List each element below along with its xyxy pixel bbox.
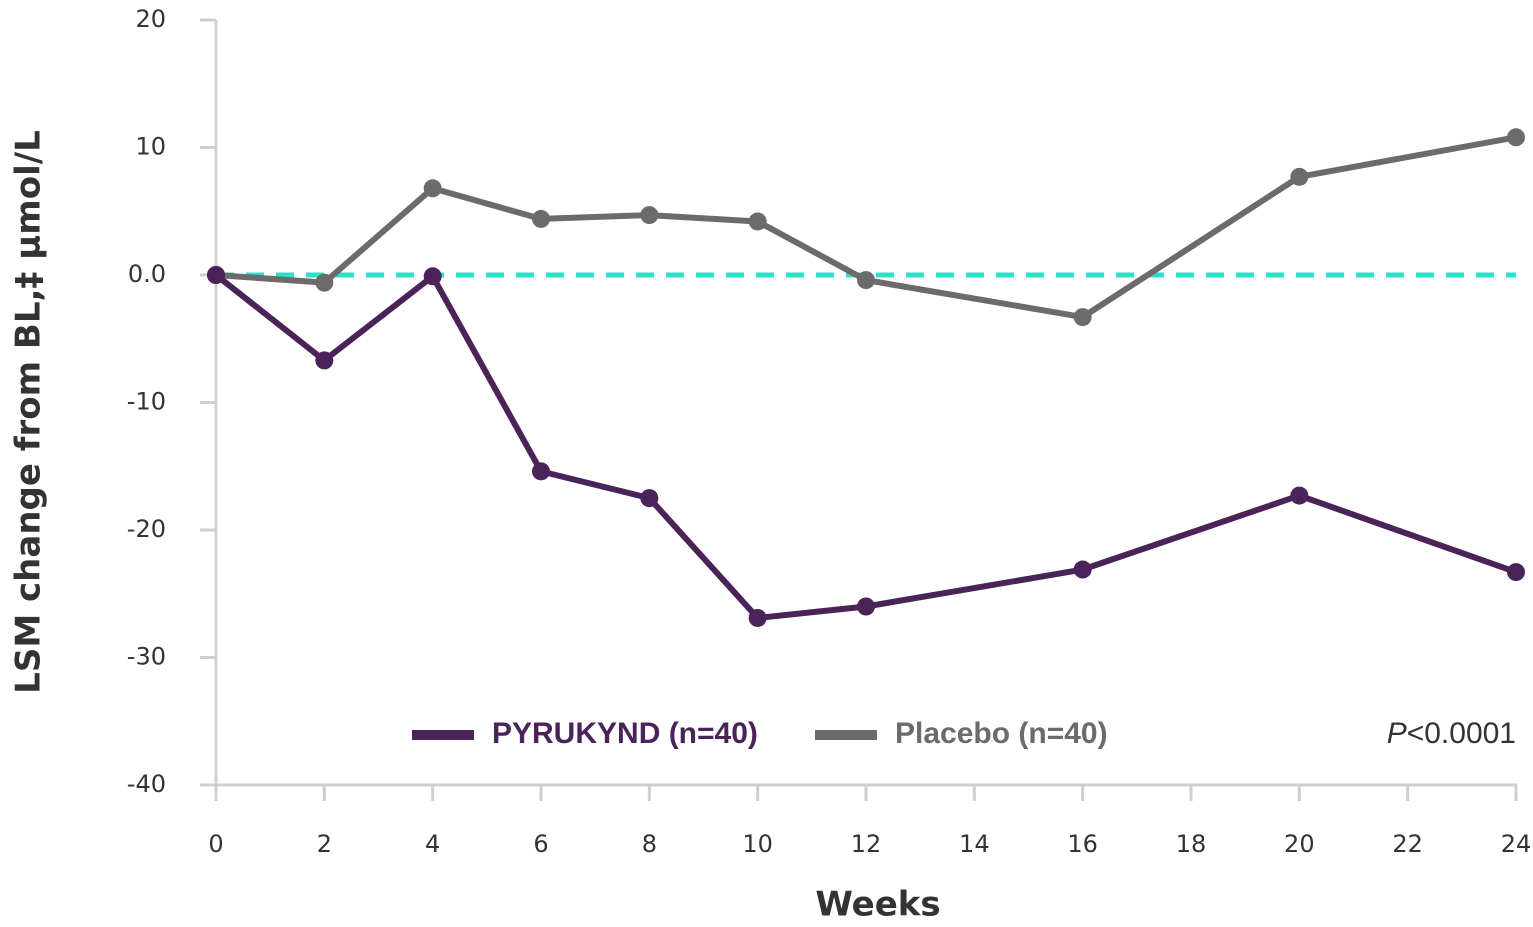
- y-tick-label: 0.0: [128, 260, 166, 288]
- x-tick-label: 8: [642, 830, 657, 858]
- data-point: [1290, 486, 1309, 505]
- legend-label: PYRUKYND (n=40): [492, 717, 758, 750]
- x-tick-label: 10: [742, 830, 773, 858]
- data-point: [532, 462, 550, 481]
- y-axis-title: LSM change from BL,‡ µmol/L: [9, 130, 49, 694]
- data-point: [1073, 308, 1092, 327]
- y-tick-label: -30: [127, 643, 166, 671]
- data-point: [1507, 128, 1525, 147]
- series-line: [214, 272, 1517, 621]
- y-tick-label: -10: [127, 388, 166, 416]
- data-point: [1290, 167, 1309, 186]
- y-tick-label: 10: [135, 133, 166, 161]
- y-tick-label: -20: [127, 515, 166, 543]
- data-point: [1507, 563, 1525, 582]
- x-tick-label: 22: [1392, 830, 1423, 858]
- x-tick-label: 12: [851, 830, 882, 858]
- data-point: [1073, 560, 1092, 579]
- x-tick-label: 16: [1067, 830, 1098, 858]
- series-line: [215, 134, 1517, 321]
- x-tick-label: 20: [1284, 830, 1315, 858]
- x-tick-label: 18: [1176, 830, 1207, 858]
- x-axis-title: Weeks: [815, 885, 940, 925]
- data-point: [207, 266, 225, 284]
- data-point: [857, 597, 875, 616]
- x-tick-label: 0: [208, 830, 223, 858]
- data-point: [315, 351, 334, 370]
- data-point: [748, 212, 767, 231]
- legend-label: Placebo (n=40): [895, 717, 1108, 750]
- x-tick-label: 6: [533, 830, 548, 858]
- x-tick-label: 14: [959, 830, 990, 858]
- data-point: [857, 271, 875, 290]
- data-point: [640, 489, 659, 508]
- data-point: [532, 209, 550, 228]
- data-point: [748, 608, 767, 627]
- data-point: [423, 267, 442, 286]
- x-tick-label: 24: [1501, 830, 1532, 858]
- x-tick-label: 2: [317, 830, 332, 858]
- annotation: P<0.0001: [1387, 717, 1516, 750]
- data-point: [423, 179, 442, 198]
- y-tick-label: -40: [127, 770, 166, 798]
- data-point: [640, 206, 659, 225]
- y-tick-label: 20: [135, 5, 166, 33]
- data-point: [315, 273, 334, 292]
- x-tick-label: 4: [425, 830, 440, 858]
